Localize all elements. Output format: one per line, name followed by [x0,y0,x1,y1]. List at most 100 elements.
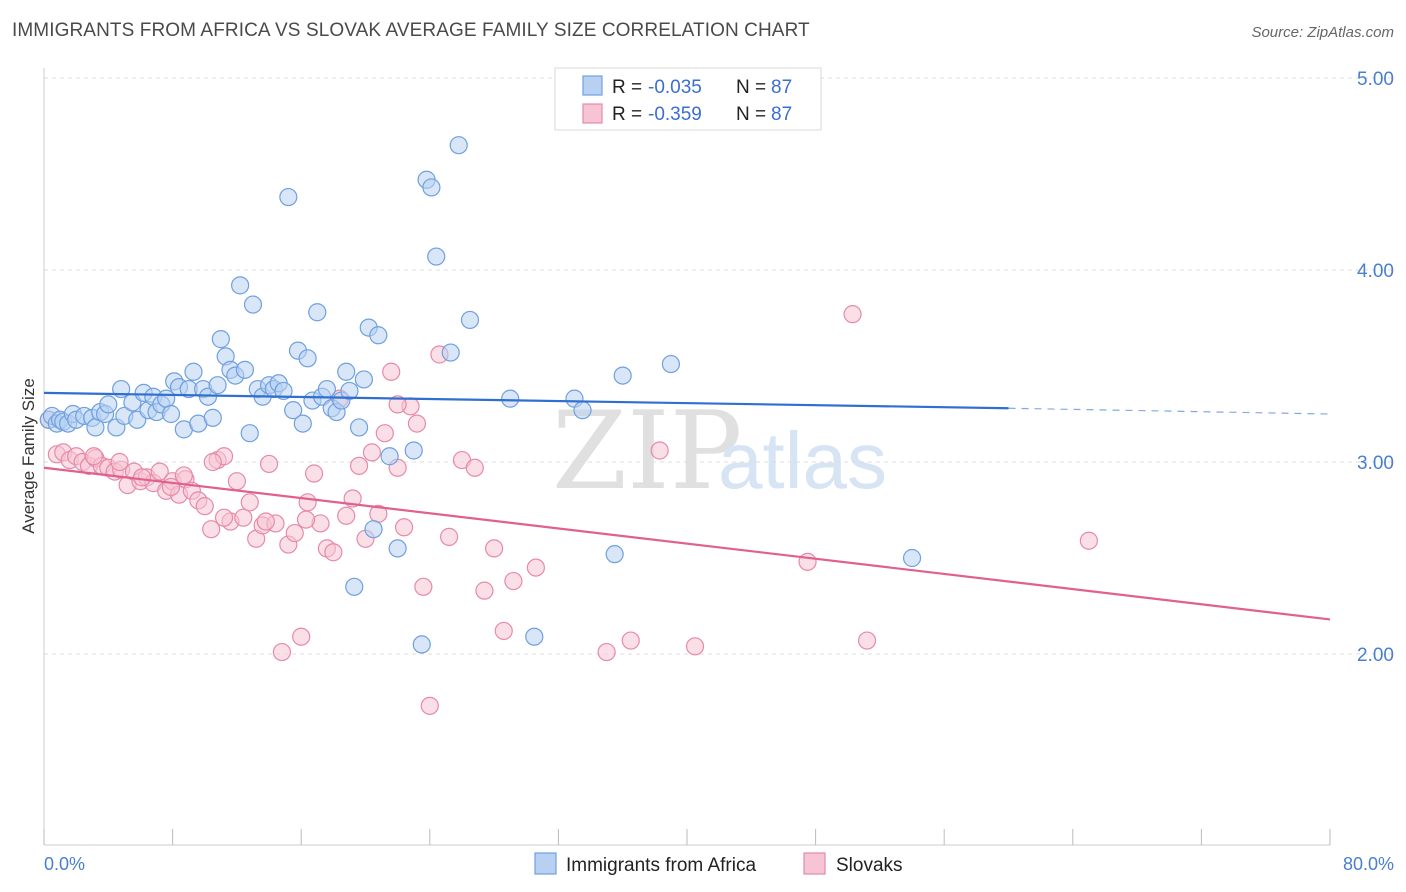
slovaks-point [337,506,356,525]
slovaks-point [475,581,494,600]
legend-swatch-africa [582,75,603,96]
africa-point [203,408,222,427]
legend-swatch-slovaks [582,103,603,124]
africa-point [337,362,356,381]
africa-point [211,330,230,349]
slovaks-point [414,577,433,596]
y-ticks: 2.00 3.00 4.00 5.00 [1357,69,1394,666]
slovaks-point [494,621,513,641]
slovaks-point [214,508,234,527]
slovaks-point [84,447,103,466]
trend-line-africa-extension [1008,407,1331,415]
legend-r-value-africa: -0.035 [648,77,702,98]
slovaks-point [234,508,253,527]
africa-point [235,360,255,379]
slovaks-point [407,414,427,433]
trend-line-slovaks [43,466,1331,621]
slovaks-point [298,493,317,512]
africa-point [460,310,480,330]
africa-point [902,548,922,568]
africa-point [573,401,592,420]
slovaks-point [349,456,369,475]
slovaks-point [504,571,523,591]
y-tick-label: 5.00 [1357,69,1394,90]
africa-point [364,520,383,539]
legend-n-label-slovaks: N = [736,104,766,125]
africa-point [99,395,118,414]
africa-point [412,635,431,654]
legend-r-label-africa: R = [612,77,642,98]
slovaks-point [465,458,484,477]
africa-point [449,136,468,155]
africa-point [441,343,460,362]
africa-point [184,362,203,381]
trend-lines [43,391,1331,621]
africa-point [243,295,263,314]
slovaks-point [304,464,324,483]
africa-point [380,447,399,466]
slovaks-point [388,395,407,414]
africa-point [369,326,388,345]
slovaks-point [150,462,169,481]
slovaks-point [526,558,545,577]
bottom-legend-label-africa: Immigrants from Africa [566,855,756,876]
slovaks-point [362,443,382,462]
africa-point [240,424,259,443]
legend-n-value-africa: 87 [771,77,792,98]
africa-point [308,303,327,322]
africa-point [349,418,369,437]
africa-point [284,401,303,420]
legend-r-value-slovaks: -0.359 [648,104,702,125]
africa-point [161,404,181,424]
x-tick-label-min: 0.0% [44,854,85,874]
africa-point [427,247,446,266]
africa-point [525,627,544,646]
slovaks-point [259,454,279,474]
africa-point [613,366,632,385]
bottom-legend-swatch-africa [534,852,557,875]
trend-line-africa [43,391,1009,410]
africa-point [404,441,423,460]
africa-point [293,414,312,433]
bottom-legend-label-slovaks: Slovaks [836,855,903,876]
slovaks-point [285,523,304,543]
slovaks-point [203,452,222,472]
africa-point [661,354,681,374]
africa-point [340,381,359,401]
slovaks-point [597,642,616,662]
africa-point [345,577,364,596]
africa-point [388,539,407,558]
bottom-legend-swatch-slovaks [803,852,826,875]
legend: R = -0.035 N = 87 R = -0.359 N = 87 [554,67,822,131]
x-tick-label-max: 80.0% [1343,854,1394,874]
africa-point [274,381,293,401]
africa-point [354,370,373,389]
slovaks-point [240,493,259,512]
slovaks-point [685,637,705,656]
africa-point [298,349,317,368]
legend-n-value-slovaks: 87 [771,104,792,125]
slovaks-point [110,452,129,472]
slovaks-point [202,520,221,539]
africa-point [279,187,298,207]
slovaks-point [174,466,193,485]
slovaks-point [382,362,401,381]
slovaks-point [843,305,862,324]
source-label: Source: ZipAtlas.com [1251,24,1394,41]
slovaks-point [324,543,343,562]
slovaks-point [621,631,640,650]
y-axis-label: Average Family Size [19,378,38,534]
africa-point [501,389,520,408]
slovaks-point [650,441,669,460]
slovaks-point [439,527,459,546]
series-africa-points [39,136,922,654]
slovaks-point [394,518,414,537]
slovaks-point [296,510,316,529]
slovaks-point [195,497,214,516]
slovaks-point [857,631,877,650]
x-ticks [43,829,1331,845]
slovaks-point [272,642,292,662]
africa-point [231,276,250,295]
y-tick-label: 3.00 [1357,453,1394,474]
